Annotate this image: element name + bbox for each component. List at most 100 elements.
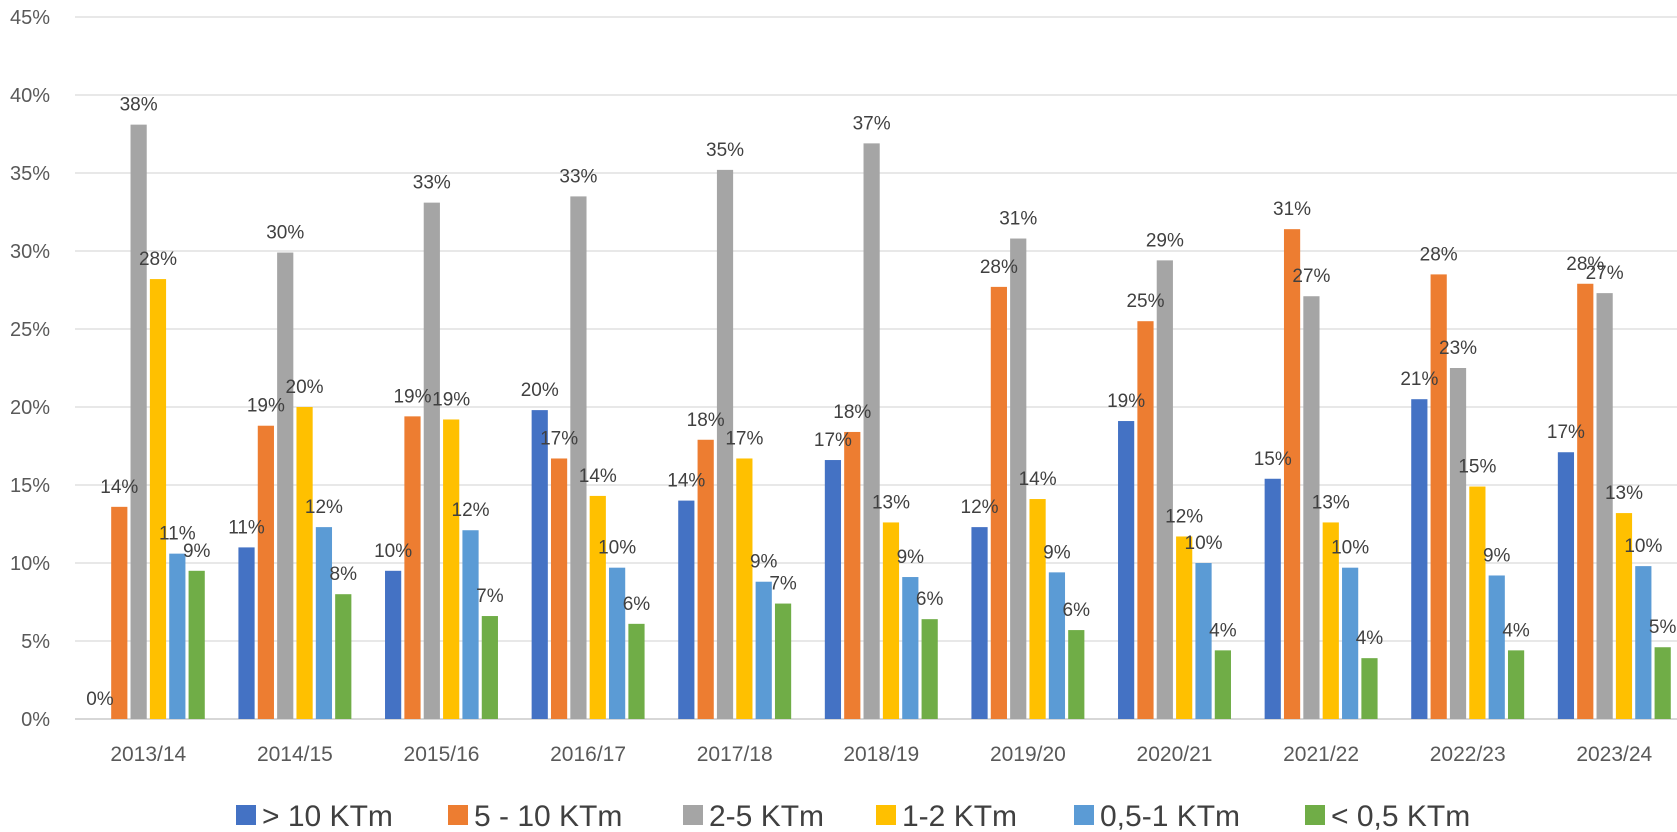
bar <box>1449 368 1467 719</box>
bar <box>824 460 842 719</box>
data-label: 37% <box>853 113 891 134</box>
bar <box>589 495 606 719</box>
y-tick-label: 20% <box>10 397 50 419</box>
y-tick-label: 25% <box>10 319 50 341</box>
bar <box>385 570 402 719</box>
bar <box>277 252 294 719</box>
bar <box>971 527 988 719</box>
bar <box>130 124 147 719</box>
x-category-label: 2015/16 <box>404 743 480 766</box>
data-label: 27% <box>1292 266 1330 287</box>
bar <box>736 458 753 719</box>
legend-label: > 10 KTm <box>262 800 393 832</box>
data-label: 10% <box>1185 533 1223 554</box>
legend-swatch <box>876 805 896 825</box>
legend-swatch <box>1074 805 1094 825</box>
bar <box>570 196 587 719</box>
y-tick-label: 30% <box>10 241 50 263</box>
bars <box>111 124 1671 720</box>
data-label: 10% <box>1624 536 1662 557</box>
bar <box>863 143 880 720</box>
bar <box>238 547 255 719</box>
bar <box>335 594 352 719</box>
data-label: 19% <box>393 386 431 407</box>
bar <box>481 616 498 719</box>
data-label: 12% <box>452 500 490 521</box>
x-category-label: 2014/15 <box>257 743 333 766</box>
data-label: 38% <box>120 95 158 116</box>
bar <box>990 286 1007 719</box>
data-label: 29% <box>1146 230 1184 251</box>
data-label: 9% <box>183 541 211 562</box>
legend-label: 1-2 KTm <box>902 800 1017 832</box>
y-tick-label: 40% <box>10 85 50 107</box>
data-label: 19% <box>247 396 285 417</box>
data-label: 17% <box>1547 422 1585 443</box>
bar <box>1156 260 1173 719</box>
bar <box>296 407 313 719</box>
legend-label: 2-5 KTm <box>709 800 824 832</box>
data-label: 11% <box>228 517 265 538</box>
bar <box>169 553 186 719</box>
data-label: 13% <box>1312 492 1350 513</box>
data-labels: 0%14%38%28%11%9%11%19%30%20%12%8%10%19%3… <box>86 95 1676 710</box>
data-label: 12% <box>961 497 999 518</box>
bar <box>1048 572 1066 719</box>
data-label: 4% <box>1356 628 1384 649</box>
legend-label: < 0,5 KTm <box>1331 800 1470 832</box>
data-label: 27% <box>1586 263 1624 284</box>
data-label: 17% <box>725 428 763 449</box>
bar <box>628 623 645 719</box>
data-label: 14% <box>100 477 138 498</box>
data-label: 31% <box>999 209 1037 230</box>
bar <box>1322 522 1339 719</box>
bar <box>1596 293 1613 719</box>
bar <box>1557 452 1575 719</box>
data-label: 14% <box>579 466 617 487</box>
data-label: 7% <box>476 586 504 607</box>
data-label: 15% <box>1254 449 1292 470</box>
data-label: 19% <box>1107 391 1145 412</box>
x-category-label: 2021/22 <box>1283 743 1359 766</box>
bar <box>678 500 695 719</box>
bar <box>1577 283 1594 719</box>
bar <box>315 527 333 719</box>
bar <box>1176 536 1193 719</box>
data-label: 9% <box>750 552 778 573</box>
bar <box>1342 567 1359 719</box>
legend-label: 0,5-1 KTm <box>1100 800 1240 832</box>
data-label: 17% <box>540 428 578 449</box>
data-label: 0% <box>86 689 114 710</box>
data-label: 8% <box>330 564 358 585</box>
bar <box>1635 566 1652 719</box>
bar <box>149 279 167 719</box>
bar <box>609 567 626 719</box>
bar <box>1615 513 1633 719</box>
bar <box>462 530 479 719</box>
bar <box>1195 563 1212 719</box>
data-label: 31% <box>1273 199 1311 220</box>
data-label: 19% <box>432 389 470 410</box>
y-tick-label: 10% <box>10 553 50 575</box>
bar <box>755 581 772 719</box>
data-label: 35% <box>706 140 744 161</box>
y-axis-tick-labels: 0% 5% 10% 15% 20% 25% 30% 35% 40% 45% <box>10 7 50 731</box>
y-tick-label: 5% <box>21 631 50 653</box>
bar <box>844 431 861 719</box>
data-label: 18% <box>687 410 725 431</box>
data-label: 6% <box>1063 600 1091 621</box>
bar <box>1303 296 1320 719</box>
bar <box>531 410 548 719</box>
legend-label: 5 - 10 KTm <box>474 800 622 832</box>
bar <box>921 619 938 719</box>
bar <box>1010 238 1027 719</box>
data-label: 12% <box>1165 506 1203 527</box>
bar <box>1283 229 1301 719</box>
data-label: 17% <box>814 430 852 451</box>
x-category-label: 2023/24 <box>1576 743 1652 766</box>
data-label: 9% <box>1043 542 1071 563</box>
bar <box>882 522 900 719</box>
data-label: 4% <box>1209 620 1237 641</box>
bar <box>902 577 919 719</box>
x-category-label: 2022/23 <box>1430 743 1506 766</box>
